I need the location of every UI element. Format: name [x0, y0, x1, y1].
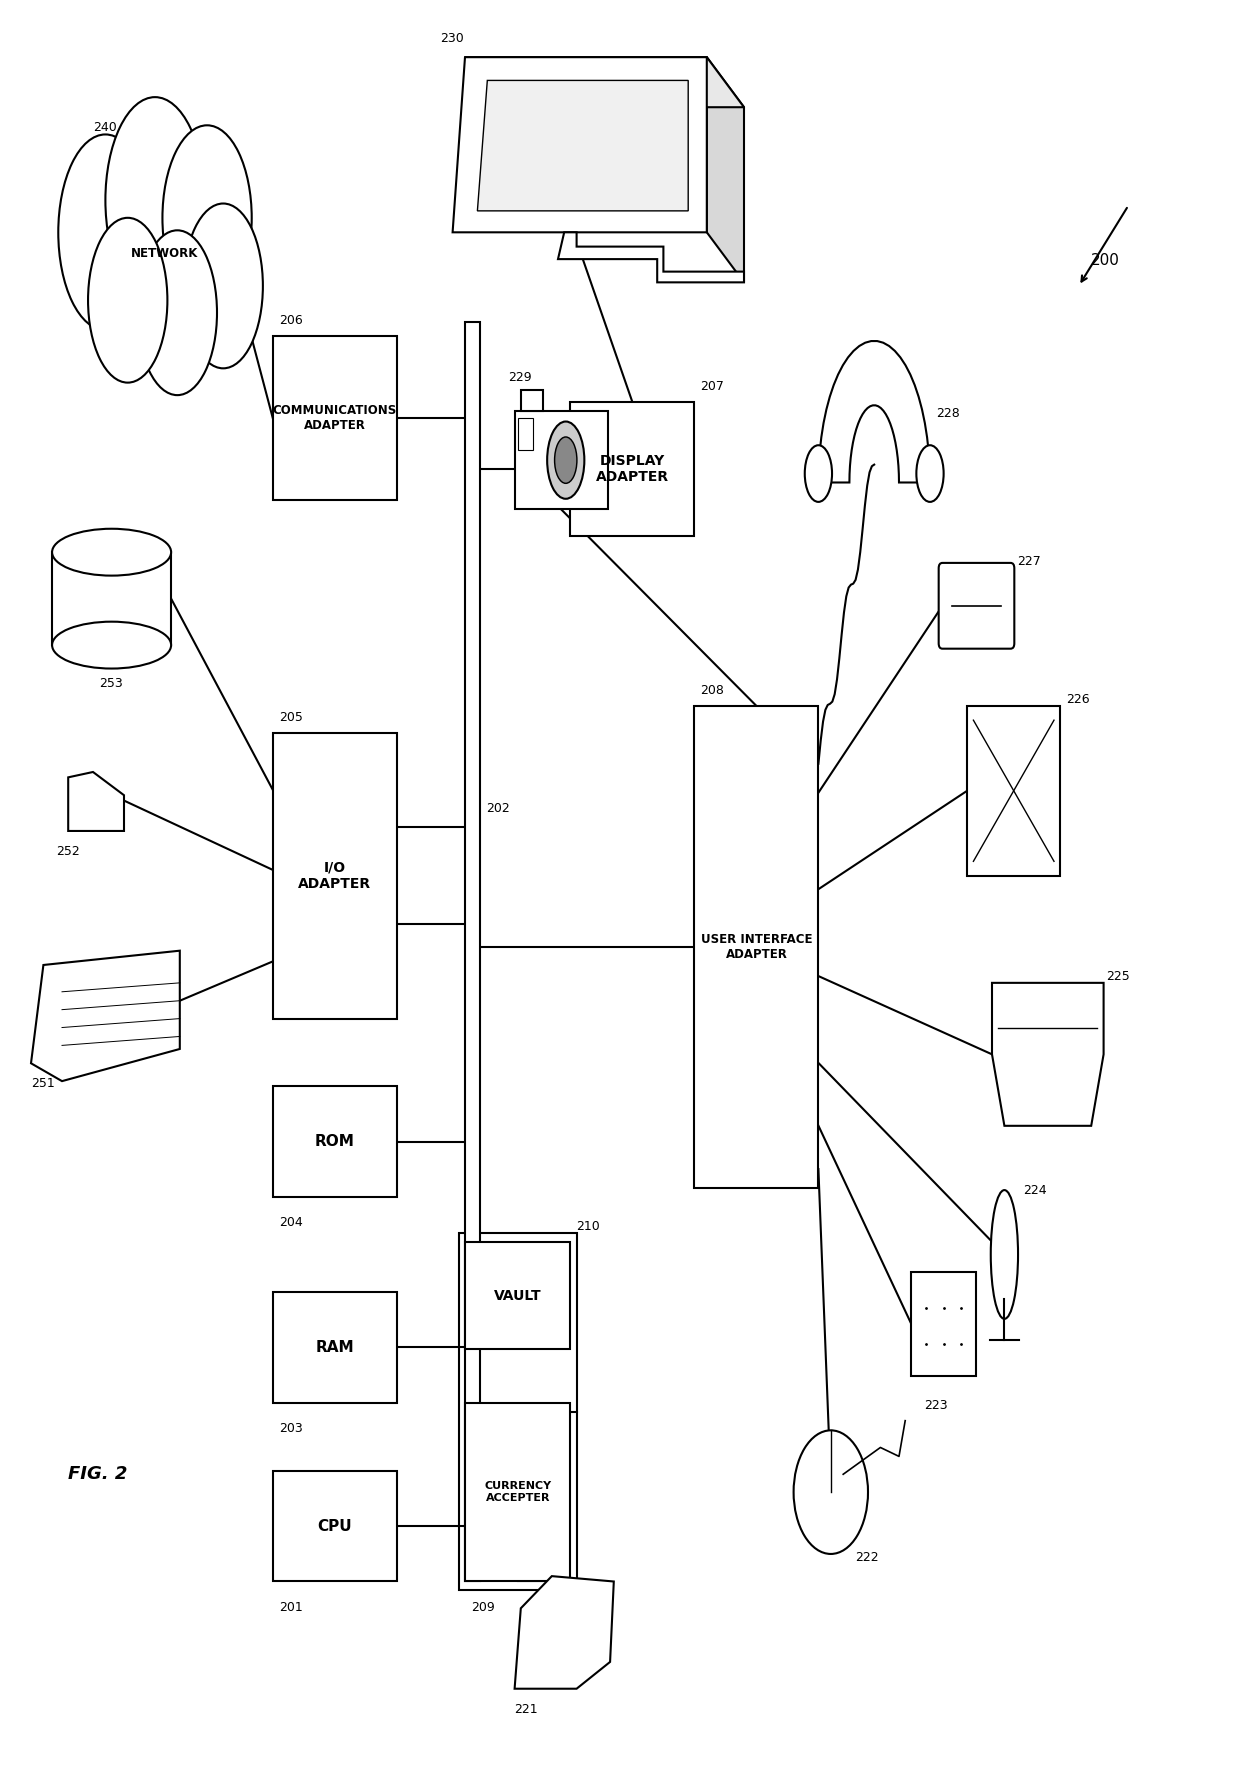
FancyBboxPatch shape — [273, 733, 397, 1019]
Text: 210: 210 — [577, 1221, 600, 1233]
Text: 209: 209 — [471, 1601, 495, 1614]
Ellipse shape — [58, 134, 153, 331]
Text: 204: 204 — [279, 1217, 303, 1229]
Text: CURRENCY
ACCEPTER: CURRENCY ACCEPTER — [484, 1481, 552, 1503]
Text: 207: 207 — [701, 381, 724, 393]
Text: 230: 230 — [440, 32, 464, 45]
FancyBboxPatch shape — [273, 1086, 397, 1197]
FancyBboxPatch shape — [521, 390, 543, 411]
Text: DISPLAY
ADAPTER: DISPLAY ADAPTER — [596, 454, 668, 484]
Text: ROM: ROM — [315, 1135, 355, 1149]
Text: 201: 201 — [279, 1601, 303, 1614]
FancyBboxPatch shape — [273, 1292, 397, 1403]
Polygon shape — [477, 80, 688, 211]
FancyBboxPatch shape — [515, 411, 608, 509]
FancyBboxPatch shape — [52, 552, 171, 645]
Text: 225: 225 — [1106, 970, 1130, 983]
FancyBboxPatch shape — [465, 1403, 570, 1581]
FancyBboxPatch shape — [911, 1272, 976, 1376]
Text: 200: 200 — [1091, 254, 1120, 268]
Polygon shape — [707, 57, 744, 282]
Text: USER INTERFACE
ADAPTER: USER INTERFACE ADAPTER — [701, 933, 812, 961]
Text: 251: 251 — [31, 1078, 55, 1090]
FancyBboxPatch shape — [939, 563, 1014, 649]
Ellipse shape — [794, 1430, 868, 1555]
Text: 253: 253 — [99, 677, 123, 690]
FancyBboxPatch shape — [967, 706, 1060, 876]
Text: RAM: RAM — [315, 1340, 355, 1355]
Polygon shape — [992, 983, 1104, 1126]
Text: 222: 222 — [856, 1551, 879, 1564]
Polygon shape — [31, 951, 180, 1081]
Text: 224: 224 — [1023, 1185, 1047, 1197]
Text: FIG. 2: FIG. 2 — [68, 1465, 128, 1483]
FancyBboxPatch shape — [273, 1471, 397, 1581]
Text: 208: 208 — [701, 684, 724, 697]
Ellipse shape — [916, 445, 944, 502]
Text: 223: 223 — [924, 1399, 947, 1412]
Text: 228: 228 — [936, 407, 960, 420]
Text: 252: 252 — [56, 845, 79, 858]
Ellipse shape — [52, 529, 171, 575]
Polygon shape — [558, 232, 744, 282]
FancyBboxPatch shape — [465, 322, 480, 1581]
Text: 229: 229 — [508, 372, 532, 384]
Ellipse shape — [547, 422, 584, 499]
Text: COMMUNICATIONS
ADAPTER: COMMUNICATIONS ADAPTER — [273, 404, 397, 432]
Text: 205: 205 — [279, 711, 303, 724]
Ellipse shape — [805, 445, 832, 502]
Polygon shape — [453, 57, 707, 232]
Polygon shape — [515, 1576, 614, 1689]
Polygon shape — [818, 341, 930, 482]
Ellipse shape — [138, 231, 217, 395]
Text: 226: 226 — [1066, 693, 1090, 706]
Ellipse shape — [52, 622, 171, 668]
Ellipse shape — [105, 96, 205, 304]
Ellipse shape — [184, 204, 263, 368]
FancyBboxPatch shape — [273, 336, 397, 500]
Text: 203: 203 — [279, 1422, 303, 1435]
Text: CPU: CPU — [317, 1519, 352, 1533]
Ellipse shape — [554, 438, 577, 482]
Text: 206: 206 — [279, 315, 303, 327]
Ellipse shape — [991, 1190, 1018, 1319]
Text: NETWORK: NETWORK — [131, 247, 198, 261]
Ellipse shape — [162, 125, 252, 311]
FancyBboxPatch shape — [518, 418, 533, 450]
Text: 221: 221 — [515, 1703, 538, 1716]
FancyBboxPatch shape — [465, 1242, 570, 1349]
FancyBboxPatch shape — [694, 706, 818, 1188]
Polygon shape — [465, 57, 744, 107]
Text: 227: 227 — [1017, 556, 1040, 568]
Text: VAULT: VAULT — [494, 1288, 542, 1303]
Polygon shape — [68, 772, 124, 831]
Text: 240: 240 — [93, 122, 117, 134]
Ellipse shape — [88, 218, 167, 382]
Text: I/O
ADAPTER: I/O ADAPTER — [299, 861, 371, 890]
FancyBboxPatch shape — [570, 402, 694, 536]
Text: 202: 202 — [486, 802, 510, 815]
